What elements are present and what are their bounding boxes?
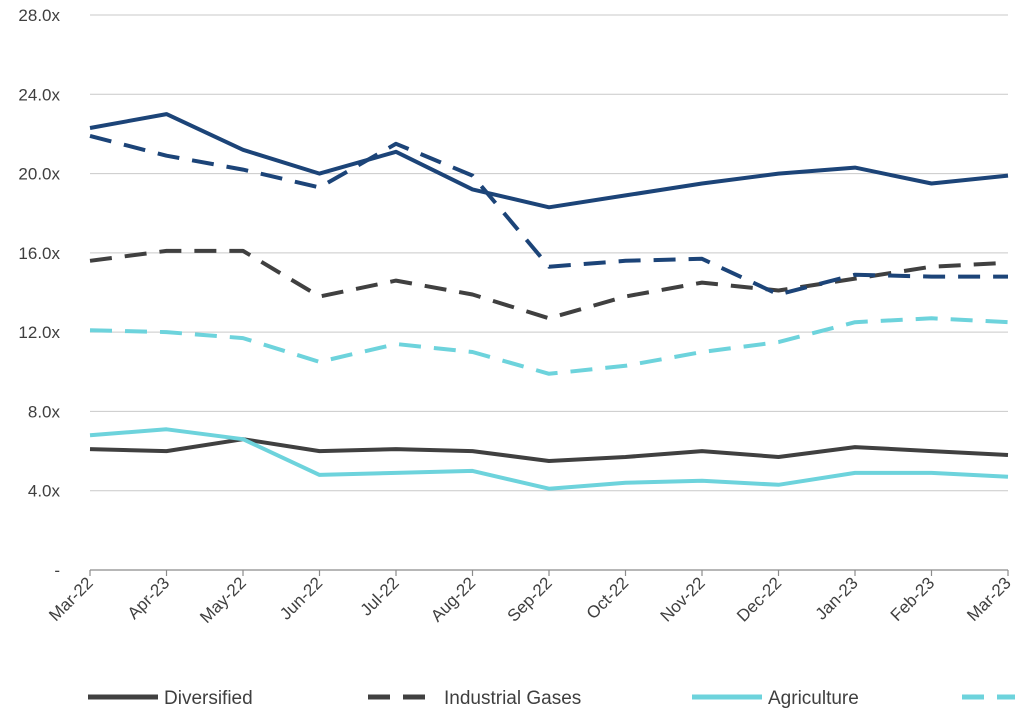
- x-axis: Mar-22 Apr-23 May-22 Jun-22 Jul-22 Aug-22 Sep-…: [45, 569, 1015, 627]
- x-tick-label: Jan-23: [812, 573, 862, 623]
- x-tick-label: Jul-22: [357, 573, 403, 619]
- x-tick-label: Sep-22: [504, 573, 556, 625]
- series-line-unnamed-3: [89, 316, 1009, 376]
- y-tick-label: -: [54, 561, 60, 580]
- series-line-unnamed-4: [89, 112, 1009, 210]
- x-tick-label: Mar-22: [45, 573, 97, 625]
- legend-label: Diversified: [164, 688, 253, 709]
- series-line-diversified: [89, 437, 1009, 463]
- series-lines: [89, 112, 1009, 491]
- y-tick-label: 16.0x: [18, 244, 60, 263]
- x-tick-label: May-22: [196, 573, 250, 627]
- x-tick-label: Aug-22: [427, 573, 479, 625]
- y-tick-label: 4.0x: [28, 482, 61, 501]
- x-tick-label: Oct-22: [583, 573, 633, 623]
- series-line-unnamed-5: [89, 133, 1008, 297]
- legend-label: Agriculture: [768, 688, 859, 709]
- series-line-industrial-gases: [89, 248, 1009, 321]
- y-tick-label: 12.0x: [18, 323, 60, 342]
- gridlines: [90, 14, 1008, 492]
- y-tick-label: 28.0x: [18, 6, 60, 25]
- x-tick-label: Jun-22: [276, 573, 326, 623]
- x-tick-label: Dec-22: [733, 573, 785, 625]
- series-line-agriculture: [89, 427, 1009, 491]
- x-tick-label: Mar-23: [963, 573, 1015, 625]
- y-tick-label: 20.0x: [18, 165, 60, 184]
- x-tick-label: Apr-23: [124, 573, 174, 623]
- y-tick-label: 8.0x: [28, 402, 61, 421]
- x-tick-label: Feb-23: [887, 573, 939, 625]
- x-tick-label: Nov-22: [657, 573, 709, 625]
- legend: Diversified Industrial Gases Agriculture: [88, 688, 1015, 709]
- legend-label: Industrial Gases: [444, 688, 581, 709]
- y-tick-label: 24.0x: [18, 85, 60, 104]
- y-axis: - 4.0x 8.0x 12.0x 16.0x 20.0x 24.0x 28.0x: [18, 6, 60, 580]
